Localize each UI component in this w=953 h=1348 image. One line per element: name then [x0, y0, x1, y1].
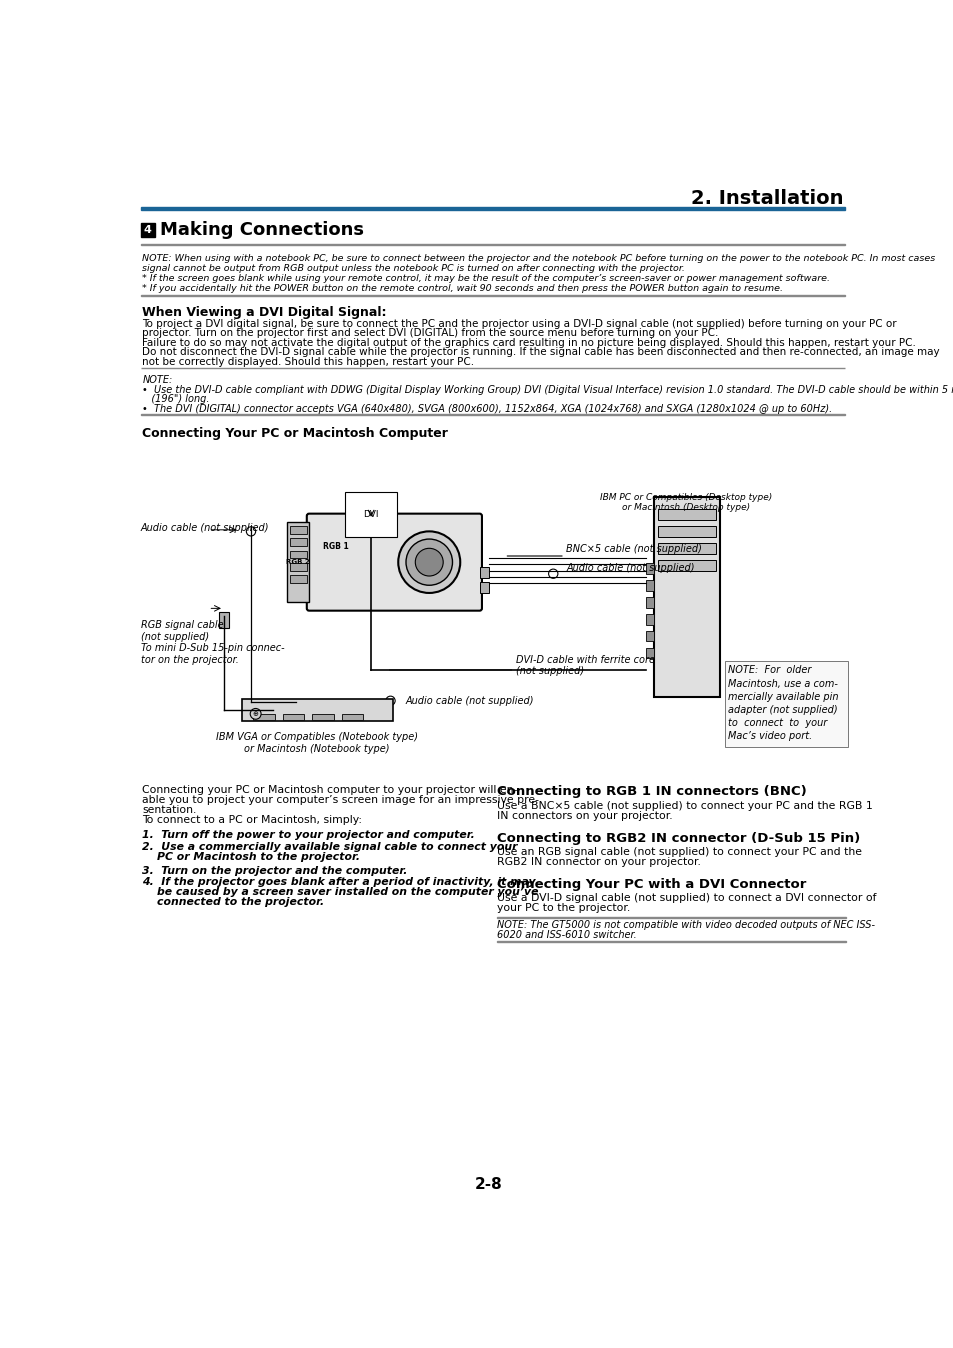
Bar: [658, 559, 716, 570]
Text: NOTE:  For  older
Macintosh, use a com-
mercially available pin
adapter (not sup: NOTE: For older Macintosh, use a com- me…: [728, 666, 838, 741]
Text: 2. Installation: 2. Installation: [691, 189, 843, 208]
Bar: [141, 224, 154, 237]
Bar: [479, 566, 488, 577]
Circle shape: [250, 709, 261, 720]
Text: IBM VGA or Compatibles (Notebook type)
or Macintosh (Notebook type): IBM VGA or Compatibles (Notebook type) o…: [215, 732, 417, 754]
Text: 2-8: 2-8: [475, 1177, 502, 1192]
Bar: [658, 543, 716, 554]
Text: Use a BNC×5 cable (not supplied) to connect your PC and the RGB 1: Use a BNC×5 cable (not supplied) to conn…: [497, 801, 872, 811]
Circle shape: [548, 569, 558, 578]
Text: ⊕: ⊕: [253, 710, 258, 717]
Circle shape: [246, 527, 255, 537]
Bar: [341, 714, 363, 720]
Bar: [658, 526, 716, 537]
Text: 6020 and ISS-6010 switcher.: 6020 and ISS-6010 switcher.: [497, 930, 637, 940]
Text: Audio cable (not supplied): Audio cable (not supplied): [566, 563, 694, 573]
Bar: [645, 647, 654, 658]
Bar: [290, 526, 307, 534]
Bar: [282, 714, 304, 720]
Text: Audio cable (not supplied): Audio cable (not supplied): [141, 523, 269, 532]
Text: Use a DVI-D signal cable (not supplied) to connect a DVI connector of: Use a DVI-D signal cable (not supplied) …: [497, 894, 876, 903]
Circle shape: [406, 539, 452, 585]
Bar: [219, 612, 229, 628]
Bar: [645, 563, 654, 574]
Text: •  The DVI (DIGITAL) connector accepts VGA (640x480), SVGA (800x600), 1152x864, : • The DVI (DIGITAL) connector accepts VG…: [142, 404, 832, 414]
Text: Audio cable (not supplied): Audio cable (not supplied): [406, 696, 534, 706]
Text: To connect to a PC or Macintosh, simply:: To connect to a PC or Macintosh, simply:: [142, 816, 362, 825]
Text: 2.  Use a commercially available signal cable to connect your: 2. Use a commercially available signal c…: [142, 841, 517, 852]
Text: •  Use the DVI-D cable compliant with DDWG (Digital Display Working Group) DVI (: • Use the DVI-D cable compliant with DDW…: [142, 386, 953, 395]
Text: RGB signal cable
(not supplied)
To mini D-Sub 15-pin connec-
tor on the projecto: RGB signal cable (not supplied) To mini …: [141, 620, 284, 665]
Bar: [290, 563, 307, 570]
Bar: [479, 582, 488, 593]
Text: DVI-D cable with ferrite core
(not supplied): DVI-D cable with ferrite core (not suppl…: [516, 655, 655, 677]
Text: NOTE: When using with a notebook PC, be sure to connect between the projector an: NOTE: When using with a notebook PC, be …: [142, 255, 935, 263]
Circle shape: [385, 696, 395, 705]
Text: Connecting to RGB2 IN connector (D-Sub 15 Pin): Connecting to RGB2 IN connector (D-Sub 1…: [497, 832, 860, 845]
Bar: [645, 597, 654, 608]
Bar: [290, 576, 307, 582]
Bar: [241, 700, 393, 721]
Bar: [645, 580, 654, 590]
Text: Failure to do so may not activate the digital output of the graphics card result: Failure to do so may not activate the di…: [142, 338, 916, 348]
Text: Do not disconnect the DVI-D signal cable while the projector is running. If the : Do not disconnect the DVI-D signal cable…: [142, 348, 939, 357]
Bar: [287, 522, 309, 603]
Bar: [141, 208, 843, 209]
Bar: [654, 496, 720, 697]
Text: * If the screen goes blank while using your remote control, it may be the result: * If the screen goes blank while using y…: [142, 274, 830, 283]
Text: DVI: DVI: [363, 510, 378, 519]
Text: signal cannot be output from RGB output unless the notebook PC is turned on afte: signal cannot be output from RGB output …: [142, 264, 684, 274]
Text: (196") long.: (196") long.: [142, 395, 210, 404]
Text: your PC to the projector.: your PC to the projector.: [497, 903, 630, 914]
Text: connected to the projector.: connected to the projector.: [142, 898, 324, 907]
Text: RGB 1: RGB 1: [323, 542, 349, 551]
Text: IN connectors on your projector.: IN connectors on your projector.: [497, 811, 673, 821]
Text: able you to project your computer’s screen image for an impressive pre-: able you to project your computer’s scre…: [142, 795, 539, 806]
Bar: [645, 613, 654, 624]
Text: * If you accidentally hit the POWER button on the remote control, wait 90 second: * If you accidentally hit the POWER butt…: [142, 284, 782, 294]
Text: To project a DVI digital signal, be sure to connect the PC and the projector usi: To project a DVI digital signal, be sure…: [142, 319, 896, 329]
Circle shape: [415, 549, 443, 576]
Text: 1.  Turn off the power to your projector and computer.: 1. Turn off the power to your projector …: [142, 830, 475, 840]
Text: be caused by a screen saver installed on the computer you’ve: be caused by a screen saver installed on…: [142, 887, 538, 898]
Bar: [253, 714, 274, 720]
Text: 3.  Turn on the projector and the computer.: 3. Turn on the projector and the compute…: [142, 865, 408, 876]
Text: Making Connections: Making Connections: [159, 221, 363, 240]
Bar: [290, 550, 307, 558]
Bar: [312, 714, 334, 720]
Text: When Viewing a DVI Digital Signal:: When Viewing a DVI Digital Signal:: [142, 306, 387, 318]
Text: 4: 4: [144, 225, 152, 236]
Text: Connecting Your PC with a DVI Connector: Connecting Your PC with a DVI Connector: [497, 878, 806, 891]
FancyBboxPatch shape: [307, 514, 481, 611]
Bar: [724, 661, 847, 747]
Bar: [290, 538, 307, 546]
Text: IBM PC or Compatibles (Desktop type)
or Macintosh (Desktop type): IBM PC or Compatibles (Desktop type) or …: [599, 493, 772, 512]
Text: Connecting your PC or Macintosh computer to your projector will en-: Connecting your PC or Macintosh computer…: [142, 786, 517, 795]
Text: Connecting to RGB 1 IN connectors (BNC): Connecting to RGB 1 IN connectors (BNC): [497, 786, 806, 798]
Text: NOTE: The GT5000 is not compatible with video decoded outputs of NEC ISS-: NOTE: The GT5000 is not compatible with …: [497, 921, 875, 930]
Text: 4.  If the projector goes blank after a period of inactivity, it may: 4. If the projector goes blank after a p…: [142, 878, 536, 887]
Text: RGB2 IN connector on your projector.: RGB2 IN connector on your projector.: [497, 857, 700, 867]
Text: sentation.: sentation.: [142, 806, 196, 816]
Text: not be correctly displayed. Should this happen, restart your PC.: not be correctly displayed. Should this …: [142, 357, 475, 367]
Text: BNC×5 cable (not supplied): BNC×5 cable (not supplied): [566, 545, 701, 554]
Text: projector. Turn on the projector first and select DVI (DIGITAL) from the source : projector. Turn on the projector first a…: [142, 328, 719, 338]
Text: PC or Macintosh to the projector.: PC or Macintosh to the projector.: [142, 852, 360, 861]
Text: Use an RGB signal cable (not supplied) to connect your PC and the: Use an RGB signal cable (not supplied) t…: [497, 847, 862, 857]
Bar: [658, 510, 716, 520]
Circle shape: [397, 531, 459, 593]
Bar: [645, 631, 654, 642]
Text: Connecting Your PC or Macintosh Computer: Connecting Your PC or Macintosh Computer: [142, 426, 448, 439]
Text: NOTE:: NOTE:: [142, 375, 172, 386]
Text: RGB 2: RGB 2: [286, 559, 310, 565]
